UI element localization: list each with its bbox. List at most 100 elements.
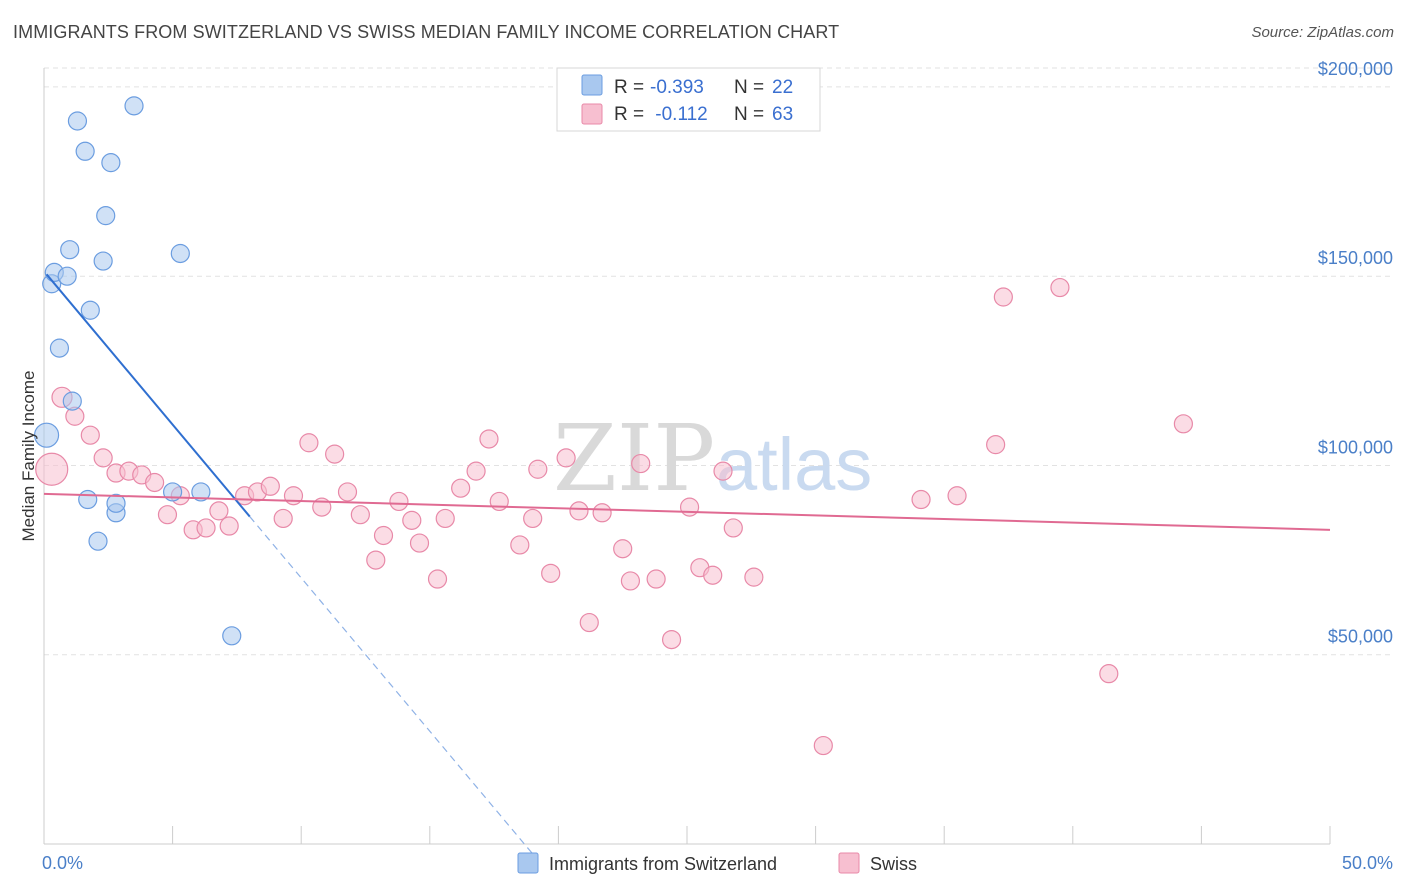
- y-tick-label: $200,000: [1318, 59, 1393, 79]
- swiss-point: [993, 287, 1013, 307]
- swiss-point: [337, 482, 358, 502]
- swiss-point: [93, 448, 113, 468]
- swiss-point: [556, 448, 576, 468]
- swiss-point: [299, 433, 319, 453]
- swiss-point: [579, 612, 599, 633]
- immigrants-point: [93, 251, 113, 271]
- legend-swatch-swiss: [581, 103, 603, 125]
- immigrants-point: [57, 266, 77, 286]
- legend-r-value-swiss: -0.112: [650, 104, 708, 125]
- swiss-point: [986, 435, 1006, 455]
- x-tick-label-start: 0.0%: [42, 853, 83, 873]
- trend-lines: [43, 273, 1331, 855]
- bottom-legend-swatch-swiss: [838, 852, 860, 874]
- swiss-point: [661, 629, 682, 650]
- swiss-point: [260, 476, 280, 496]
- swiss-point: [451, 478, 471, 498]
- swiss-point: [373, 525, 394, 546]
- swiss-point: [592, 503, 612, 523]
- swiss-point: [389, 491, 409, 512]
- swiss-point: [402, 510, 422, 530]
- swiss-trend-line: [43, 492, 1331, 531]
- immigrants-point: [96, 206, 116, 226]
- immigrants-point: [101, 153, 121, 173]
- swiss-point: [1173, 414, 1193, 434]
- swiss-point: [947, 486, 967, 506]
- swiss-point: [569, 501, 589, 521]
- legend-swatch-immigrants: [581, 74, 603, 96]
- swiss-point: [325, 444, 345, 464]
- immigrants-trend-line: [45, 273, 251, 518]
- swiss-point: [157, 505, 178, 525]
- watermark-atlas: atlas: [716, 423, 872, 506]
- swiss-point: [219, 516, 239, 536]
- swiss-point: [466, 461, 486, 481]
- swiss-point: [1099, 664, 1119, 684]
- bottom-legend-label-swiss: Swiss: [870, 854, 917, 874]
- swiss-point: [350, 505, 370, 525]
- legend-r-value-immigrants: -0.393: [650, 77, 704, 98]
- legend-n-label-immigrants: N =: [734, 77, 764, 98]
- swiss-point: [911, 489, 931, 510]
- y-tick-label: $100,000: [1318, 437, 1393, 457]
- swiss-point: [620, 571, 641, 591]
- immigrants-point: [124, 96, 144, 116]
- swiss-point: [427, 569, 448, 589]
- swiss-point: [813, 735, 833, 756]
- swiss-point: [366, 550, 386, 570]
- bottom-legend-label-immigrants: Immigrants from Switzerland: [549, 854, 777, 874]
- immigrants-point: [78, 489, 98, 510]
- watermark: ZIP atlas: [553, 405, 872, 512]
- swiss-point: [1050, 277, 1070, 298]
- swiss-point: [744, 567, 764, 587]
- swiss-point: [209, 501, 229, 521]
- swiss-point: [273, 508, 293, 529]
- immigrants-point: [88, 531, 108, 551]
- bottom-legend: Immigrants from Switzerland Swiss: [517, 852, 917, 874]
- chart-title: IMMIGRANTS FROM SWITZERLAND VS SWISS MED…: [13, 22, 840, 42]
- swiss-point: [283, 486, 304, 506]
- immigrants-point: [75, 141, 95, 161]
- immigrants-point: [60, 240, 80, 260]
- y-axis-label: Median Family Income: [19, 370, 38, 541]
- immigrants-points: [33, 96, 242, 646]
- legend-n-value-swiss: 63: [772, 104, 793, 125]
- immigrants-point: [191, 482, 211, 502]
- swiss-point: [144, 472, 165, 493]
- y-tick-labels: $50,000 $100,000 $150,000 $200,000: [1318, 59, 1393, 647]
- immigrants-trend-extension: [249, 516, 534, 855]
- immigrants-point: [49, 338, 70, 358]
- swiss-point: [409, 533, 430, 553]
- swiss-point: [723, 518, 743, 538]
- immigrants-point: [67, 111, 88, 131]
- swiss-point: [510, 535, 530, 555]
- swiss-point: [631, 453, 651, 474]
- y-tick-label: $150,000: [1318, 248, 1393, 268]
- y-tick-label: $50,000: [1328, 627, 1393, 647]
- swiss-point: [523, 508, 543, 529]
- swiss-point: [646, 569, 666, 589]
- swiss-point: [196, 518, 216, 538]
- swiss-point: [479, 429, 499, 449]
- swiss-point: [80, 425, 100, 445]
- immigrants-point: [170, 243, 190, 264]
- bottom-legend-swatch-immigrants: [517, 852, 539, 874]
- swiss-point: [435, 508, 455, 529]
- swiss-points: [35, 277, 1193, 756]
- gridlines: [44, 67, 1393, 656]
- swiss-point: [541, 563, 561, 583]
- swiss-point: [679, 497, 700, 517]
- swiss-point: [528, 459, 548, 479]
- swiss-point: [613, 539, 633, 559]
- source-credit: Source: ZipAtlas.com: [1251, 24, 1394, 41]
- immigrants-point: [222, 626, 242, 646]
- swiss-point: [713, 461, 733, 481]
- x-tick-label-end: 50.0%: [1342, 853, 1393, 873]
- immigrants-point: [33, 422, 60, 448]
- legend-r-label-immigrants: R =: [614, 77, 644, 98]
- swiss-point: [35, 452, 69, 486]
- immigrants-point: [62, 391, 82, 411]
- legend-n-value-immigrants: 22: [772, 77, 793, 98]
- x-tick-marks: [43, 826, 1331, 844]
